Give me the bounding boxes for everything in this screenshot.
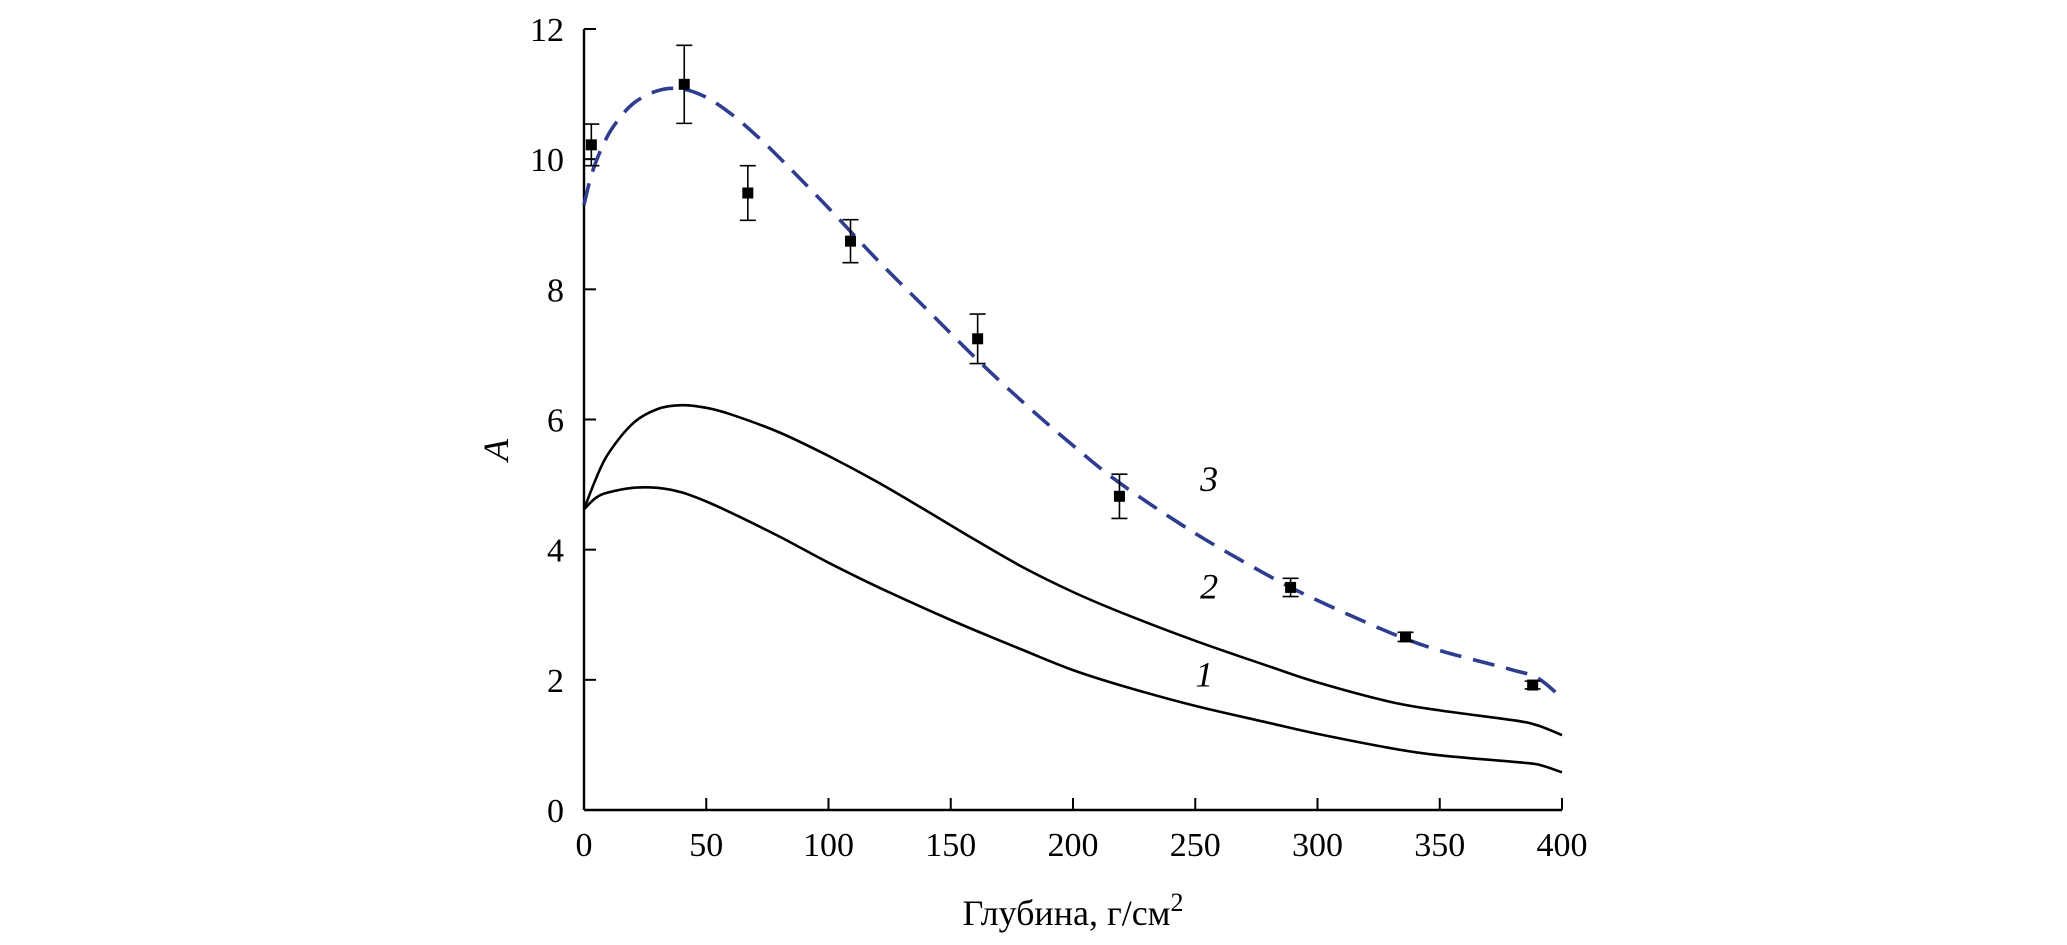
point-marker xyxy=(972,333,984,345)
y-tick-label: 12 xyxy=(530,12,564,49)
y-axis-title: A xyxy=(476,438,516,463)
x-axis-ticks: 0 50 100 150 200 250 300 350 400 xyxy=(576,798,1588,864)
y-tick-label: 2 xyxy=(547,663,564,700)
x-tick-label: 400 xyxy=(1537,827,1588,864)
x-axis-title-text: Глубина, г/см xyxy=(963,893,1171,933)
data-point xyxy=(842,218,859,264)
y-tick-label: 10 xyxy=(530,142,564,179)
point-marker xyxy=(585,139,597,151)
y-tick-label: 0 xyxy=(547,793,564,830)
curve-label-2: 2 xyxy=(1200,566,1218,606)
point-marker xyxy=(742,187,754,199)
point-marker xyxy=(845,235,857,247)
data-point xyxy=(739,164,756,222)
curve-2 xyxy=(582,403,1563,737)
data-point xyxy=(1111,473,1128,520)
curve-1 xyxy=(583,485,1563,774)
curve-3 xyxy=(582,86,1564,700)
y-tick-label: 8 xyxy=(547,272,564,309)
x-tick-label: 50 xyxy=(689,827,723,864)
data-point xyxy=(1397,631,1414,643)
x-tick-label: 300 xyxy=(1292,827,1343,864)
curve-label-1: 1 xyxy=(1195,654,1213,694)
x-axis-title: Глубина, г/см2 xyxy=(963,888,1184,933)
x-tick-label: 250 xyxy=(1170,827,1221,864)
y-tick-label: 6 xyxy=(547,403,564,440)
x-axis-title-superscript: 2 xyxy=(1170,888,1183,917)
point-marker xyxy=(1400,631,1412,643)
point-marker xyxy=(1285,581,1297,593)
curves xyxy=(582,86,1564,774)
point-marker xyxy=(678,78,690,90)
x-tick-label: 200 xyxy=(1048,827,1099,864)
data-point xyxy=(676,44,693,125)
x-tick-label: 0 xyxy=(576,827,593,864)
x-tick-label: 150 xyxy=(925,827,976,864)
point-marker xyxy=(1113,490,1125,502)
x-tick-label: 350 xyxy=(1414,827,1465,864)
curve-label-3: 3 xyxy=(1199,459,1218,499)
y-tick-label: 4 xyxy=(547,533,564,570)
curve-labels: 1 2 3 xyxy=(1195,459,1218,694)
x-tick-label: 100 xyxy=(803,827,854,864)
point-marker xyxy=(1527,679,1539,691)
data-point xyxy=(969,313,986,365)
y-axis-ticks: 0 2 4 6 8 10 12 xyxy=(530,12,596,830)
data-point xyxy=(1524,679,1541,691)
data-point xyxy=(1282,577,1299,598)
measurement-points xyxy=(583,44,1541,691)
data-point xyxy=(583,123,600,167)
